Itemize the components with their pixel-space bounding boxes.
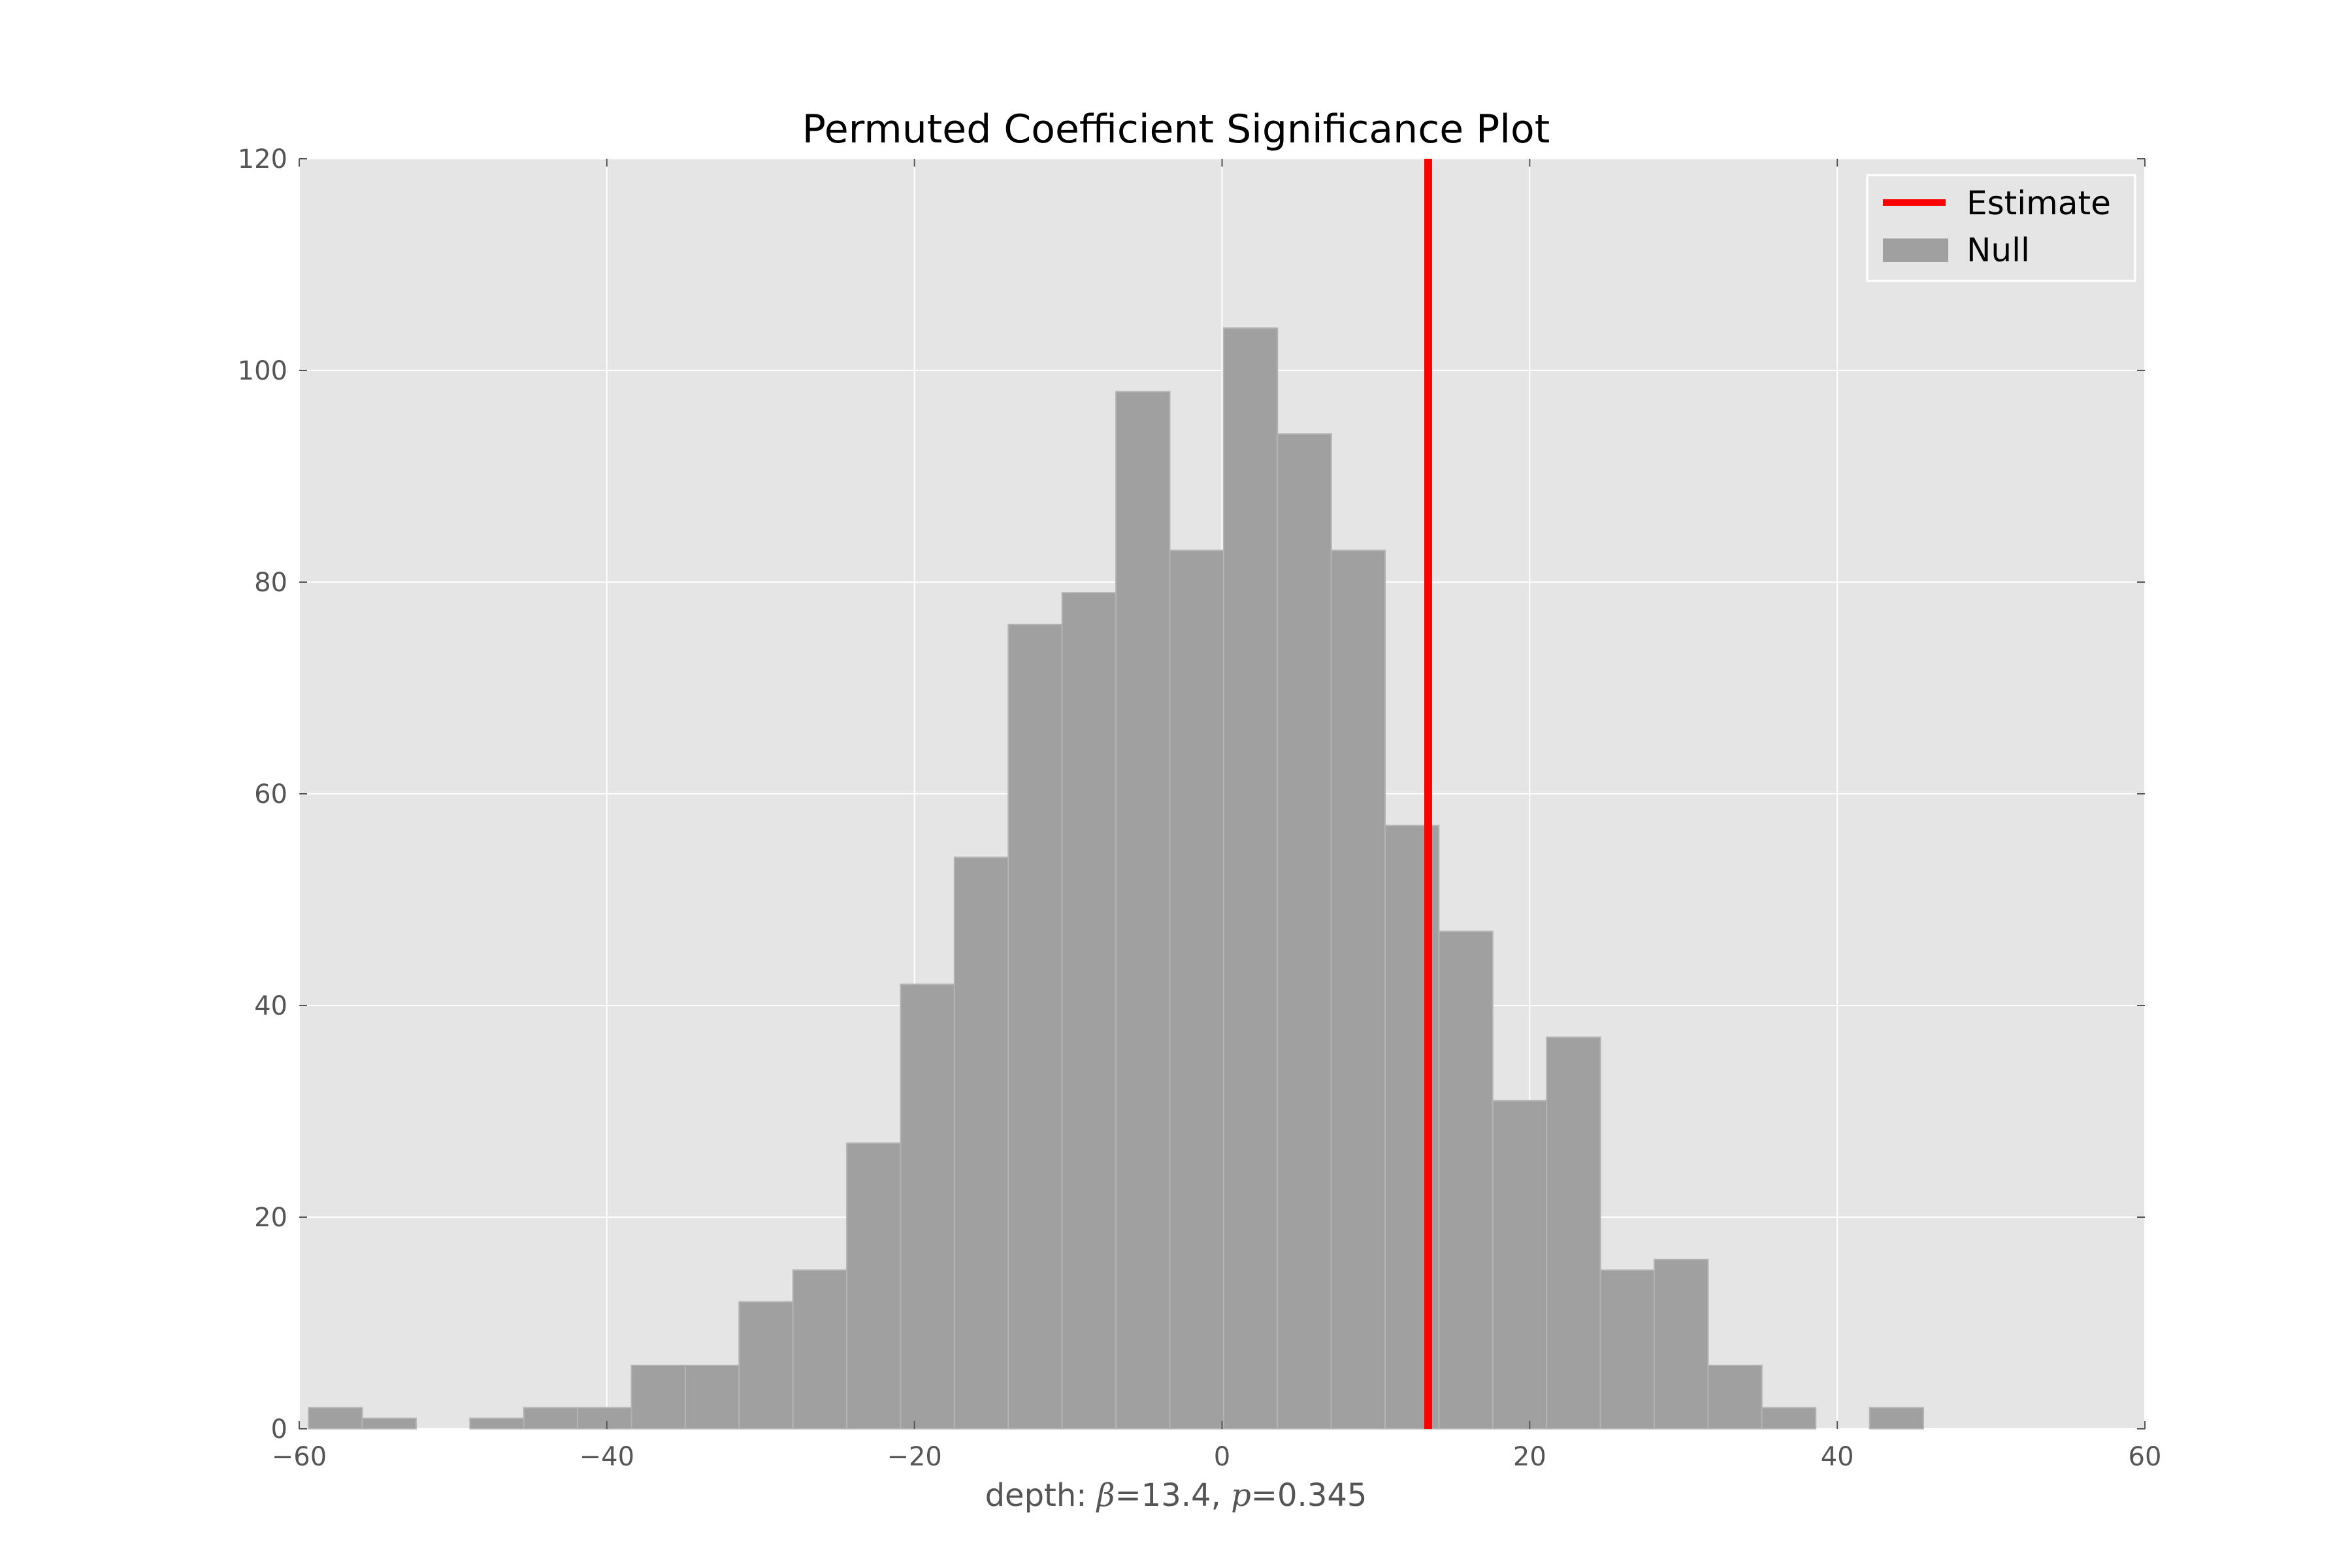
histogram-bar [1761, 1407, 1817, 1430]
histogram-bar [1169, 549, 1224, 1429]
histogram-bar [738, 1301, 794, 1429]
x-axis-label-beta-symbol: β [1096, 1477, 1115, 1514]
y-tick-label: 20 [254, 1203, 287, 1233]
histogram-bar [1438, 930, 1494, 1429]
histogram-bar [792, 1269, 848, 1429]
histogram-bar [684, 1364, 740, 1430]
chart-title: Permuted Coefficient Significance Plot [802, 106, 1550, 152]
y-tick-label: 40 [254, 991, 287, 1021]
x-tick-label: 40 [1821, 1442, 1854, 1472]
x-axis-label-p-symbol: p [1231, 1477, 1251, 1514]
x-tick-label: −20 [887, 1442, 941, 1472]
histogram-bar [308, 1407, 363, 1430]
y-tick-label: 100 [238, 356, 287, 386]
histogram-bar [1007, 623, 1063, 1429]
x-axis-label-p-value: =0.345 [1251, 1477, 1367, 1514]
histogram-bar [1222, 327, 1279, 1430]
histogram-bar [361, 1417, 417, 1430]
histogram-bar [523, 1407, 579, 1430]
histogram-bar [846, 1142, 902, 1429]
x-tick-label: −60 [272, 1442, 327, 1472]
histogram-bar [953, 857, 1009, 1429]
histogram-bar [1115, 391, 1171, 1429]
x-tick-label: 0 [1214, 1442, 1230, 1472]
x-tick-label: 20 [1513, 1442, 1546, 1472]
histogram-bar [1707, 1364, 1763, 1430]
y-tick-label: 80 [254, 568, 287, 598]
legend-box [1866, 174, 2136, 282]
legend-estimate-label: Estimate [1967, 184, 2111, 222]
histogram-bar [1869, 1407, 1925, 1430]
legend-null-label: Null [1967, 231, 2030, 269]
histogram-bar [469, 1417, 525, 1430]
histogram-bar [577, 1407, 632, 1430]
histogram-bar [630, 1364, 686, 1430]
x-tick-label: −40 [580, 1442, 634, 1472]
x-axis-label-beta-value: =13.4, [1115, 1477, 1231, 1514]
histogram-bar [1277, 433, 1332, 1430]
legend-null-swatch [1883, 238, 1948, 262]
y-tick-label: 60 [254, 779, 287, 809]
histogram-bar [1330, 549, 1386, 1429]
y-tick-label: 0 [271, 1414, 287, 1445]
legend: Estimate Null [1866, 174, 2136, 282]
y-tick-label: 120 [238, 144, 287, 174]
histogram-bar [900, 983, 955, 1429]
histogram-bar [1599, 1269, 1656, 1429]
x-axis-label-prefix: depth: [985, 1477, 1097, 1514]
histogram-bar [1546, 1036, 1601, 1429]
x-axis-label: depth: β=13.4, p=0.345 [985, 1477, 1367, 1514]
histogram-bar [1492, 1100, 1548, 1430]
histogram-bar [1654, 1258, 1709, 1430]
histogram-bar [1061, 592, 1117, 1430]
x-tick-label: 60 [2129, 1442, 2162, 1472]
